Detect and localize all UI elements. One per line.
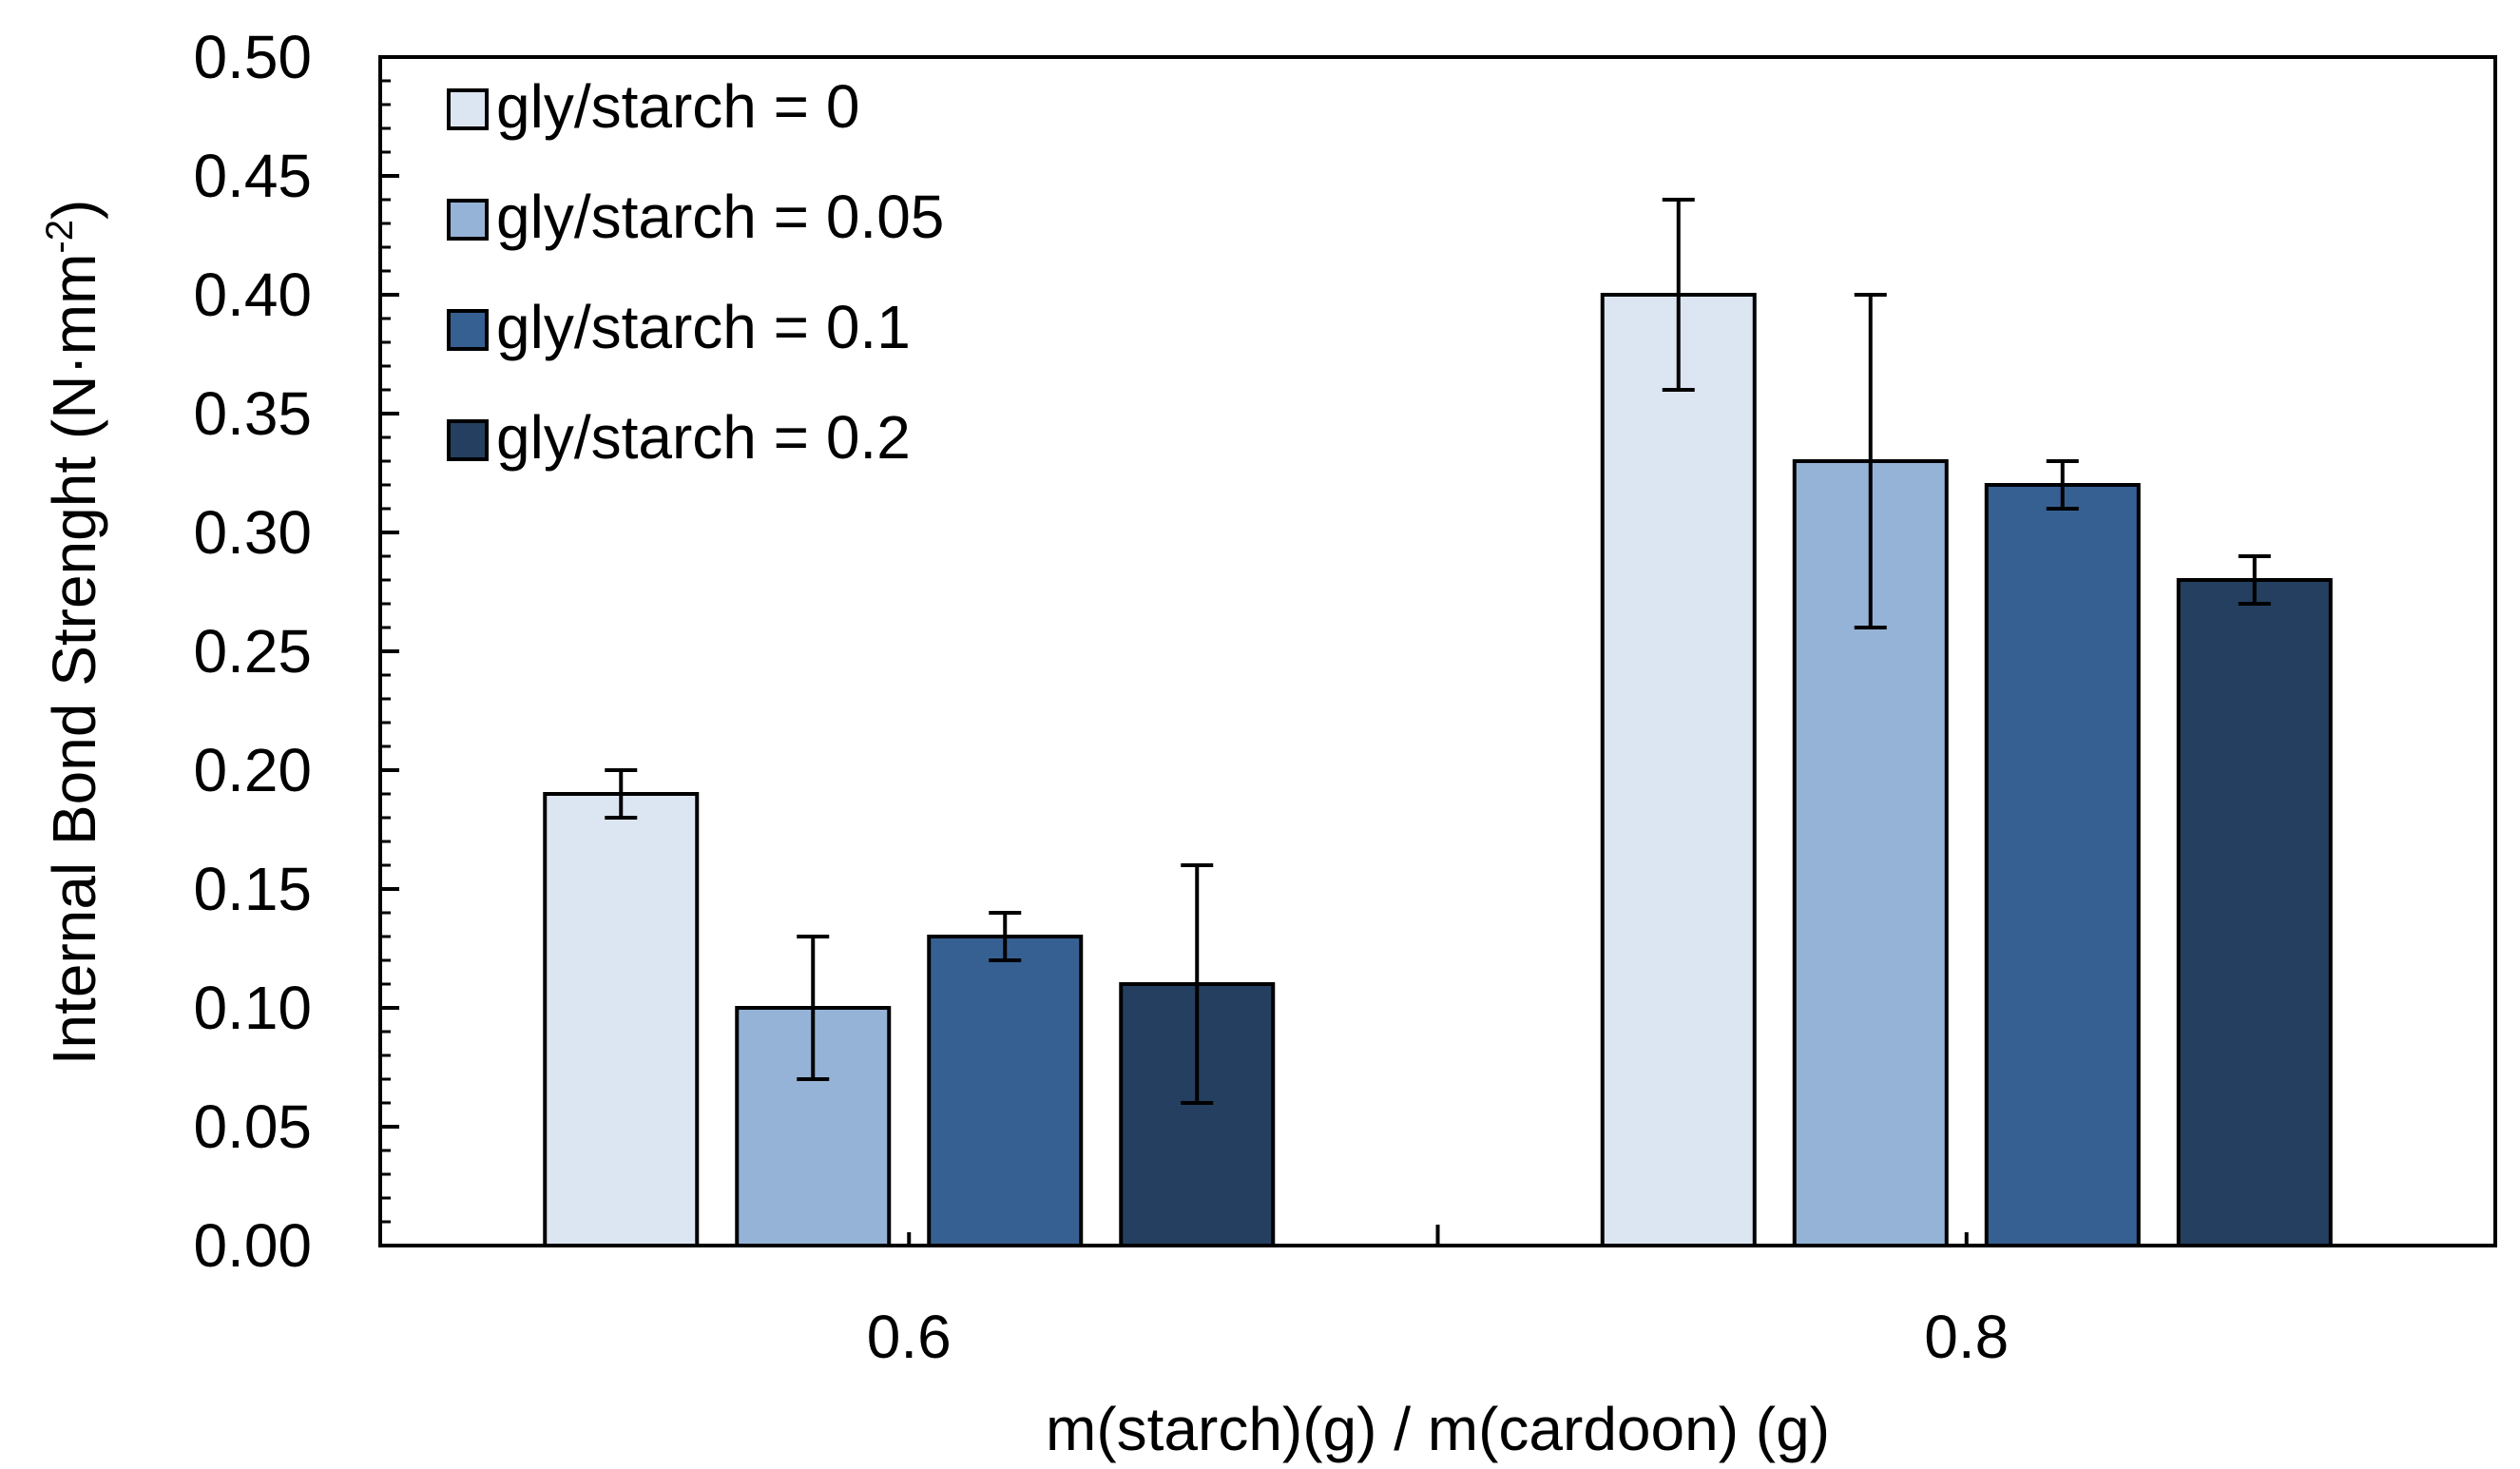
bar [1119, 982, 1276, 1247]
legend-swatch [447, 309, 489, 351]
x-tick-label: 0.8 [1924, 1303, 2009, 1371]
y-tick-label: 0.45 [193, 142, 312, 210]
bar [543, 792, 700, 1247]
legend-label: gly/starch = 0.05 [496, 183, 944, 251]
legend-label: gly/starch = 0 [496, 72, 859, 141]
x-axis: 0.6 0.8 [867, 1225, 2009, 1371]
legend-label: gly/starch = 0.1 [496, 293, 911, 361]
legend-swatch [447, 88, 489, 130]
y-axis-title: Internal Bond Strenght (N·mm-2) [39, 200, 108, 1066]
legend-label: gly/starch = 0.2 [496, 403, 911, 472]
bar [1600, 293, 1757, 1247]
legend: gly/starch = 0 gly/starch = 0.05 gly/starc… [447, 72, 944, 472]
y-axis-title-main: Internal Bond Strenght (N·mm [40, 254, 108, 1066]
x-tick-label: 0.6 [867, 1303, 952, 1371]
y-tick-label: 0.30 [193, 498, 312, 567]
error-bars-layer [605, 198, 2271, 1105]
y-tick-label: 0.15 [193, 855, 312, 923]
y-tick-label: 0.20 [193, 736, 312, 804]
y-tick-label: 0.05 [193, 1092, 312, 1161]
y-axis-title-end: ) [40, 200, 108, 220]
bar [927, 935, 1084, 1247]
x-axis-title: m(starch)(g) / m(cardoon) (g) [1046, 1395, 1830, 1463]
y-axis: 0.00 0.05 0.10 0.15 0.20 0.25 0.30 0.35 0.40 0.45… [193, 23, 399, 1280]
legend-swatch [447, 419, 489, 461]
y-tick-label: 0.40 [193, 261, 312, 329]
y-tick-label: 0.50 [193, 23, 312, 91]
legend-swatch [447, 199, 489, 241]
bar [1984, 483, 2141, 1247]
y-tick-label: 0.35 [193, 379, 312, 448]
bar [2176, 578, 2333, 1247]
y-tick-label: 0.25 [193, 617, 312, 686]
y-tick-label: 0.10 [193, 974, 312, 1042]
y-tick-label: 0.00 [193, 1211, 312, 1280]
y-axis-title-superscript: -2 [39, 220, 81, 254]
